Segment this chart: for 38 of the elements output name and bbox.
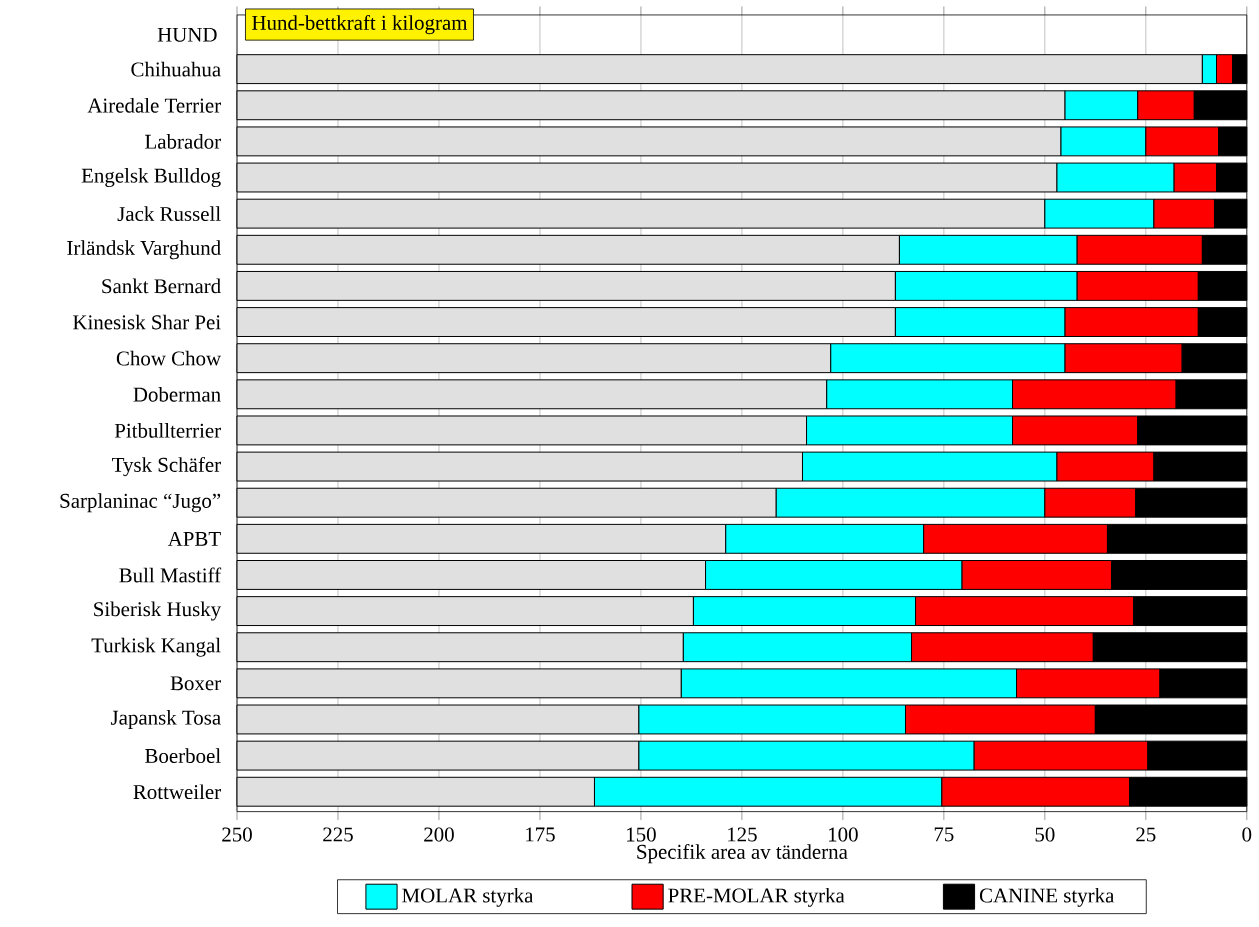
y-tick-label: Sankt Bernard <box>102 278 221 294</box>
x-tick-label: 100 <box>829 827 858 842</box>
y-tick-label: Engelsk Bulldog <box>81 167 221 187</box>
y-tick-label: Turkisk Kangal <box>91 637 221 657</box>
y-tick-label: Boxer <box>170 676 221 691</box>
y-tick-label: Tysk Schäfer <box>112 456 221 477</box>
y-tick-label: Airedale Terrier <box>87 97 221 113</box>
y-tick-label: APBT <box>167 531 221 546</box>
chart-title: Hund-bettkraft i kilogram <box>252 14 468 35</box>
legend-label: PRE-MOLAR styrka <box>668 887 845 907</box>
y-tick-label: Rottweiler <box>133 784 221 800</box>
x-tick-label: 200 <box>424 827 454 842</box>
x-axis-title: Specifik area av tänderna <box>637 843 848 864</box>
x-tick-label: 125 <box>728 827 757 842</box>
y-tick-label: Sarplaninac “Jugo” <box>60 493 221 513</box>
y-tick-label: Jack Russell <box>117 206 221 221</box>
x-tick-label: 175 <box>526 827 555 842</box>
y-tick-label: Irländsk Varghund <box>67 240 221 260</box>
y-tick-label: Boerboel <box>145 748 221 763</box>
x-tick-label: 250 <box>222 827 252 842</box>
y-tick-label: Bull Mastiff <box>119 567 222 583</box>
x-tick-label: 25 <box>1136 827 1156 842</box>
y-axis-title: HUND <box>157 27 217 42</box>
x-tick-label: 0 <box>1242 827 1252 842</box>
y-tick-label: Doberman <box>133 386 221 402</box>
legend-label: CANINE styrka <box>979 887 1115 907</box>
x-tick-label: 225 <box>323 827 353 842</box>
y-tick-label: Kinesisk Shar Pei <box>73 314 221 330</box>
x-tick-label: 75 <box>934 827 954 842</box>
x-tick-label: 50 <box>1035 827 1055 842</box>
legend-label: MOLAR styrka <box>402 887 534 907</box>
y-tick-label: Chihuahua <box>131 61 221 77</box>
y-tick-label: Pitbullterrier <box>114 423 221 438</box>
y-tick-label: Labrador <box>145 133 221 149</box>
y-tick-label: Japansk Tosa <box>110 709 221 729</box>
y-tick-label: Siberisk Husky <box>94 601 222 621</box>
y-tick-label: Chow Chow <box>116 350 222 366</box>
x-tick-label: 150 <box>627 827 656 842</box>
